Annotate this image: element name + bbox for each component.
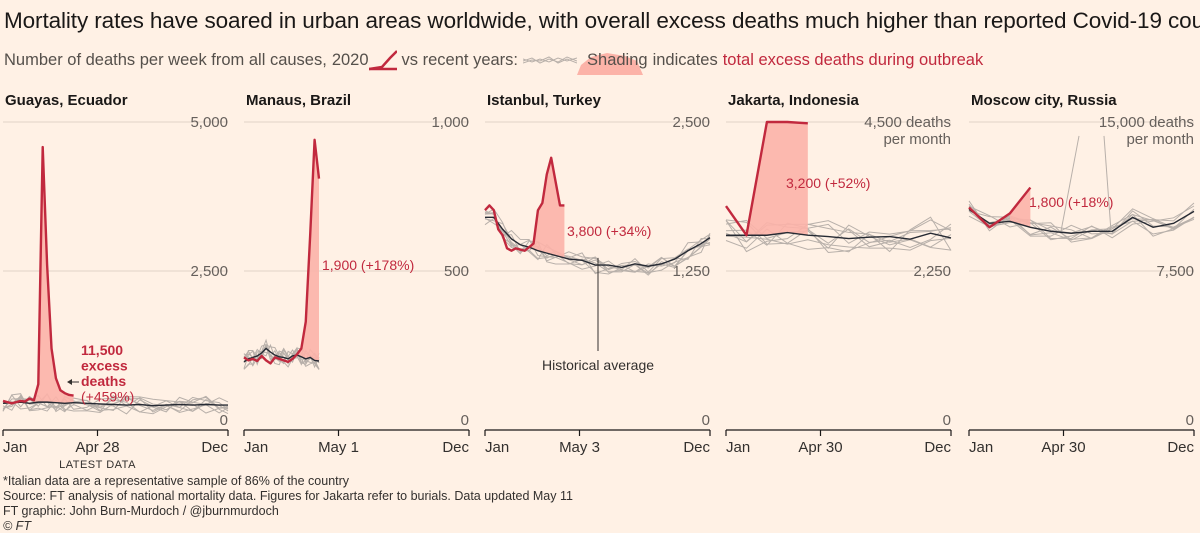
panel-title: Moscow city, Russia bbox=[971, 92, 1117, 109]
credit-note: FT graphic: John Burn-Murdoch / @jburnmu… bbox=[3, 504, 279, 518]
source-note: Source: FT analysis of national mortalit… bbox=[3, 489, 573, 503]
excess-shading bbox=[1009, 187, 1031, 228]
panel-1: Guayas, Ecuador 5,000 2,500 0 Jan Apr 28 Dec LA… bbox=[2, 92, 229, 470]
recent-year-line bbox=[2, 392, 229, 415]
excess-annotation: excess bbox=[81, 358, 128, 374]
x-tick-label: Dec bbox=[1167, 439, 1194, 456]
subtitle-excess: total excess deaths during outbreak bbox=[722, 50, 984, 69]
y-tick-label: 1,250 bbox=[672, 263, 710, 280]
historical-average-line bbox=[485, 216, 711, 269]
x-tick-label: Dec bbox=[924, 439, 951, 456]
x-tick-label: May 1 bbox=[318, 439, 359, 456]
x-tick-label: Jan bbox=[726, 439, 750, 456]
panel-title: Jakarta, Indonesia bbox=[728, 92, 860, 109]
recent-year-line bbox=[725, 235, 952, 251]
y-tick-label: 15,000 deaths bbox=[1099, 114, 1194, 131]
x-tick-label: Dec bbox=[442, 439, 469, 456]
y-tick-label: 0 bbox=[943, 412, 951, 429]
recent-year-line bbox=[243, 346, 320, 367]
subtitle-text-1: Number of deaths per week from all cause… bbox=[4, 50, 327, 69]
chart-title: Mortality rates have soared in urban are… bbox=[4, 8, 1200, 33]
panel-title: Istanbul, Turkey bbox=[487, 92, 602, 109]
excess-annotation: 3,200 (+52%) bbox=[786, 175, 870, 191]
x-tick-label: Jan bbox=[3, 439, 27, 456]
series-2020-line bbox=[484, 156, 565, 252]
series-2020-line bbox=[725, 120, 808, 237]
historical-average-line bbox=[243, 347, 320, 363]
historical-average-line bbox=[726, 231, 952, 240]
y-tick-label: 0 bbox=[702, 412, 710, 429]
subtitle-2020: 2020 bbox=[331, 50, 369, 69]
recent-year-line bbox=[968, 202, 1195, 240]
excess-annotation: 3,800 (+34%) bbox=[567, 223, 651, 239]
x-tick-label: Apr 30 bbox=[1041, 439, 1085, 456]
excess-annotation: deaths bbox=[81, 373, 126, 389]
y-tick-label: 1,000 bbox=[431, 114, 469, 131]
x-tick-label: Dec bbox=[201, 439, 228, 456]
y-tick-label: 0 bbox=[220, 412, 228, 429]
x-tick-label: Jan bbox=[244, 439, 268, 456]
recent-year-line bbox=[484, 217, 711, 271]
y-tick-label: 500 bbox=[444, 263, 469, 280]
x-tick-label: May 3 bbox=[559, 439, 600, 456]
series-2020-line bbox=[968, 186, 1032, 229]
historical-average-line bbox=[968, 208, 1195, 234]
y-tick-label: 5,000 bbox=[190, 114, 228, 131]
panel-3: Istanbul, Turkey 2,500 1,250 0 Jan May 3 Dec 3,… bbox=[484, 92, 711, 456]
panel-title: Manaus, Brazil bbox=[246, 92, 351, 109]
callout-line bbox=[1103, 135, 1112, 232]
subtitle-text-2: vs recent years: bbox=[401, 50, 519, 69]
small-multiples-chart: Guayas, Ecuador 5,000 2,500 0 Jan Apr 28 Dec LA… bbox=[2, 92, 1195, 470]
callout-line bbox=[1060, 135, 1080, 232]
y-tick-label: 4,500 deaths bbox=[864, 114, 951, 131]
excess-annotation: 1,900 (+178%) bbox=[322, 257, 414, 273]
excess-shading bbox=[296, 139, 319, 361]
recent-year-line bbox=[484, 212, 711, 273]
series-2020-line bbox=[2, 145, 74, 405]
historical-average-label: Historical average bbox=[542, 357, 654, 373]
excess-annotation: 11,500 bbox=[81, 342, 123, 358]
y-tick-unit: per month bbox=[883, 131, 951, 148]
recent-year-line bbox=[243, 343, 320, 370]
recent-year-line bbox=[968, 200, 1195, 241]
excess-shading bbox=[524, 157, 565, 258]
legend-recent-years-icon bbox=[523, 56, 578, 64]
x-tick-label: Apr 28 bbox=[75, 439, 119, 456]
footnote: *Italian data are a representative sampl… bbox=[3, 474, 350, 488]
recent-year-line bbox=[725, 219, 952, 246]
recent-year-line bbox=[2, 394, 229, 413]
excess-shading bbox=[746, 122, 808, 236]
y-tick-unit: per month bbox=[1126, 131, 1194, 148]
x-tick-label: Jan bbox=[485, 439, 509, 456]
y-tick-label: 7,500 bbox=[1156, 263, 1194, 280]
recent-year-line bbox=[968, 208, 1195, 240]
panel-5: Moscow city, Russia 15,000 deaths 7,500 0 pe… bbox=[968, 92, 1195, 456]
excess-annotation: (+459%) bbox=[81, 389, 134, 405]
y-tick-label: 0 bbox=[1186, 412, 1194, 429]
annotation-arrowhead bbox=[67, 379, 72, 385]
subtitle-text-3: indicates bbox=[652, 50, 718, 69]
x-tick-label: Apr 30 bbox=[798, 439, 842, 456]
chart-subtitle: Number of deaths per week from all cause… bbox=[4, 48, 984, 75]
latest-data-label: LATEST DATA bbox=[59, 459, 136, 470]
excess-shading bbox=[33, 147, 74, 404]
legend-shading-icon bbox=[577, 52, 644, 75]
y-tick-label: 2,500 bbox=[672, 114, 710, 131]
legend-2020-line-icon bbox=[368, 50, 397, 71]
panel-title: Guayas, Ecuador bbox=[5, 92, 128, 109]
series-2020-line bbox=[243, 138, 321, 365]
copyright-note: © FT bbox=[3, 519, 31, 533]
y-tick-label: 2,250 bbox=[913, 263, 951, 280]
panel-2: Manaus, Brazil 1,000 500 0 Jan May 1 Dec 1,900 … bbox=[243, 92, 470, 456]
excess-annotation: 1,800 (+18%) bbox=[1029, 194, 1113, 210]
y-tick-label: 2,500 bbox=[190, 263, 228, 280]
subtitle-shading: Shading bbox=[587, 50, 648, 69]
x-tick-label: Dec bbox=[683, 439, 710, 456]
x-tick-label: Jan bbox=[969, 439, 993, 456]
historical-average-line bbox=[2, 401, 228, 407]
y-tick-label: 0 bbox=[461, 412, 469, 429]
